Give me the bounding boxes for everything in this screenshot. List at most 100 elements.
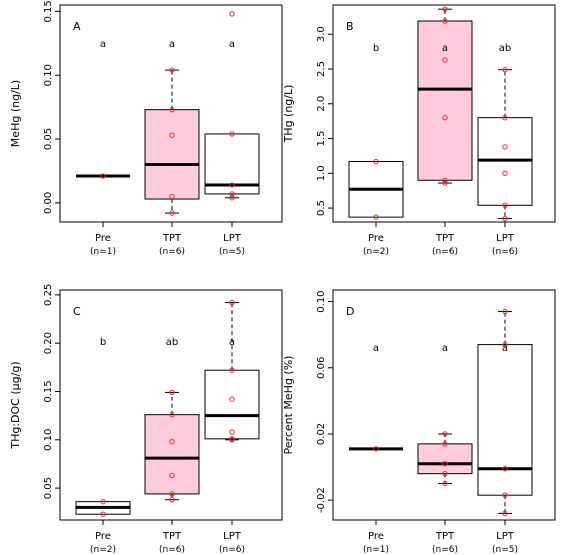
- significance-letter: a: [229, 337, 235, 348]
- panel-letter: D: [346, 305, 354, 318]
- data-point: [229, 11, 235, 17]
- significance-letter: a: [502, 343, 508, 354]
- x-category-label: LPT: [223, 531, 242, 542]
- data-point: [229, 182, 235, 188]
- data-point: [442, 180, 448, 186]
- y-tick-label: 0.00: [43, 192, 54, 214]
- box-iqr: [144, 109, 200, 200]
- box-group-tpt: ab TPT (n=6): [144, 337, 200, 555]
- data-point: [229, 367, 235, 373]
- y-tick-label: 1.0: [316, 165, 327, 181]
- box-group-pre: b Pre (n=2): [348, 43, 404, 257]
- y-axis-label: THg (ng/L): [282, 85, 295, 144]
- data-point: [229, 195, 235, 201]
- plot-frame: [59, 289, 283, 521]
- data-point: [169, 491, 175, 497]
- box-group-lpt: ab LPT (n=6): [477, 43, 533, 257]
- data-point: [373, 446, 379, 452]
- y-tick-label: 0.02: [316, 423, 327, 445]
- data-point: [169, 67, 175, 73]
- data-point: [502, 308, 508, 315]
- significance-letter: ab: [499, 43, 511, 54]
- data-point: [442, 6, 448, 12]
- data-point: [442, 441, 448, 447]
- data-point: [229, 131, 235, 137]
- x-category-label: LPT: [223, 233, 242, 244]
- significance-letter: a: [373, 343, 379, 354]
- panel-d: -0.02 0.02 0.06 0.10 Percent MeHg (%) Da Pre (n…: [282, 289, 556, 555]
- x-category-label: TPT: [435, 531, 455, 542]
- y-tick-label: 0.10: [43, 429, 54, 451]
- plot-frame: [59, 4, 283, 223]
- box-iqr: [204, 369, 260, 440]
- x-sample-size-label: (n=6): [492, 247, 518, 257]
- data-point: [169, 193, 175, 200]
- data-point: [502, 144, 508, 150]
- data-point: [373, 214, 379, 220]
- y-axis-label: MeHg (ng/L): [9, 80, 22, 147]
- y-tick-label: 2.5: [316, 61, 327, 77]
- data-point: [100, 498, 106, 505]
- significance-letter: a: [442, 343, 448, 354]
- data-point: [169, 389, 175, 396]
- data-point: [169, 472, 175, 479]
- data-point: [169, 132, 175, 138]
- data-point: [502, 114, 508, 121]
- y-tick-label: 1.5: [316, 131, 327, 147]
- data-point: [442, 177, 448, 183]
- box-group-pre: b Pre (n=2): [75, 337, 131, 555]
- significance-letter: b: [373, 43, 379, 54]
- x-sample-size-label: (n=1): [90, 247, 116, 257]
- data-point: [502, 466, 508, 472]
- significance-letter: a: [100, 39, 106, 50]
- box-group-pre: a Pre (n=1): [349, 343, 403, 555]
- data-point: [442, 114, 448, 121]
- box-group-lpt: a LPT (n=6): [204, 299, 260, 555]
- data-point: [442, 461, 448, 467]
- data-point: [229, 436, 235, 442]
- data-point: [442, 480, 448, 487]
- y-tick-label: 0.20: [43, 332, 54, 354]
- box-group-tpt: a TPT (n=6): [144, 39, 200, 257]
- panel-letter: A: [73, 20, 81, 33]
- data-point: [442, 18, 448, 24]
- data-point: [169, 439, 175, 445]
- data-point: [100, 511, 106, 517]
- y-tick-label: 0.05: [43, 128, 54, 150]
- data-point: [502, 492, 508, 498]
- data-point: [229, 191, 235, 197]
- x-category-label: LPT: [496, 531, 515, 542]
- y-tick-label: 0.15: [43, 0, 54, 22]
- data-point: [169, 411, 175, 418]
- box-iqr: [417, 443, 473, 475]
- significance-letter: a: [169, 39, 175, 50]
- data-point: [100, 173, 106, 179]
- plot-frame: [332, 4, 556, 223]
- panel-c: 0.05 0.10 0.15 0.20 0.25 THg:DOC (µg/g) Cb Pre (…: [9, 284, 283, 555]
- x-category-label: Pre: [95, 233, 111, 244]
- y-tick-label: 2.0: [316, 96, 327, 112]
- x-category-label: TPT: [162, 233, 182, 244]
- data-point: [373, 158, 379, 165]
- data-point: [442, 431, 448, 437]
- significance-letter: a: [229, 39, 235, 50]
- y-tick-label: 3.0: [316, 26, 327, 42]
- panel-letter: B: [346, 20, 354, 33]
- data-point: [229, 429, 235, 435]
- significance-letter: ab: [166, 337, 178, 348]
- x-category-label: LPT: [496, 233, 515, 244]
- box-group-lpt: a LPT (n=5): [204, 11, 260, 257]
- panel-b: 0.5 1.0 1.5 2.0 2.5 3.0 THg (ng/L) Bb Pre (n=2) a T…: [282, 4, 556, 257]
- x-sample-size-label: (n=5): [492, 545, 518, 555]
- y-tick-label: 0.15: [43, 380, 54, 402]
- x-sample-size-label: (n=2): [90, 545, 116, 555]
- x-category-label: TPT: [435, 233, 455, 244]
- x-sample-size-label: (n=6): [219, 545, 245, 555]
- data-point: [442, 57, 448, 63]
- y-tick-label: 0.06: [316, 357, 327, 379]
- data-point: [502, 66, 508, 73]
- x-category-label: TPT: [162, 531, 182, 542]
- y-tick-label: -0.02: [316, 487, 327, 513]
- x-sample-size-label: (n=2): [363, 247, 389, 257]
- data-point: [442, 470, 448, 477]
